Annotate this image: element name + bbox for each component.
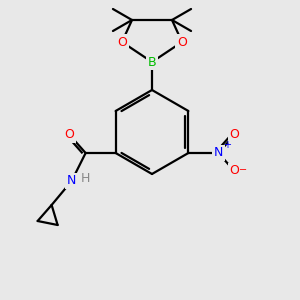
Text: −: −: [239, 165, 247, 175]
Text: +: +: [224, 140, 231, 150]
Text: B: B: [148, 56, 156, 68]
Text: O: O: [230, 164, 239, 178]
Text: N: N: [214, 146, 223, 160]
Text: H: H: [81, 172, 90, 185]
Text: O: O: [117, 35, 127, 49]
Text: N: N: [67, 175, 76, 188]
Text: O: O: [177, 35, 187, 49]
Text: O: O: [65, 128, 75, 142]
Text: O: O: [230, 128, 239, 142]
